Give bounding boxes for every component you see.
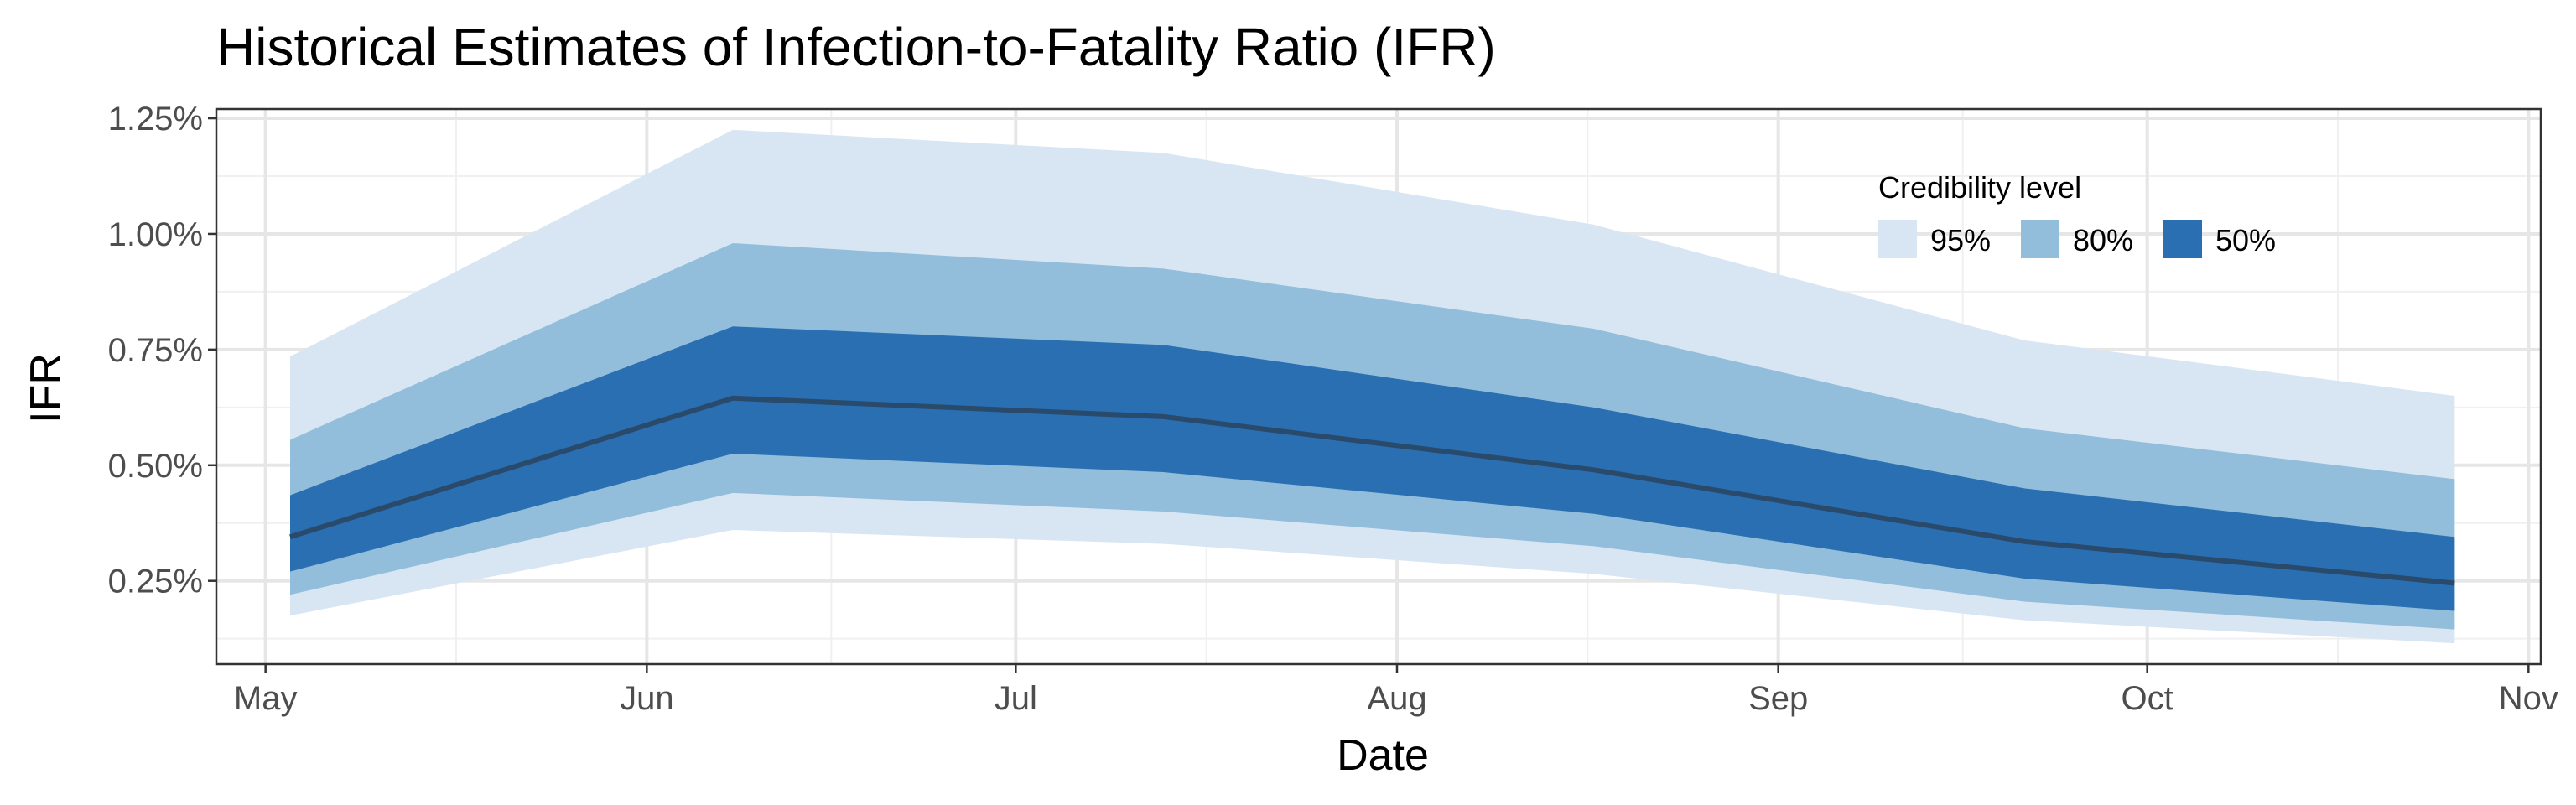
band-50pct [290, 326, 2455, 611]
y-tick-label: 0.75% [108, 332, 203, 369]
x-tick-label: Aug [1367, 680, 1426, 717]
legend-key-95pct [1878, 220, 1917, 258]
y-tick-label: 0.50% [108, 448, 203, 485]
plot-panel [215, 107, 2542, 666]
x-tick-label: Nov [2499, 680, 2558, 717]
legend-label-80pct: 80% [2073, 223, 2133, 257]
legend-title: Credibility level [1878, 170, 2081, 205]
x-tick-label: May [234, 680, 298, 717]
median-line [289, 395, 2455, 586]
plot-border [215, 107, 2542, 666]
x-tick-label: Jul [995, 680, 1037, 717]
chart-title: Historical Estimates of Infection-to-Fat… [216, 17, 1496, 77]
y-tick-label: 0.25% [108, 564, 203, 600]
x-axis-title: Date [1337, 731, 1429, 780]
legend-label-50pct: 50% [2215, 223, 2276, 257]
x-tick-label: Sep [1748, 680, 1808, 717]
y-tick-label: 1.00% [108, 216, 203, 253]
y-axis-title: IFR [22, 353, 70, 423]
x-tick-label: Oct [2122, 680, 2174, 717]
y-tick-label: 1.25% [108, 101, 203, 138]
legend: Credibility level 95% 80% 50% [1878, 170, 2276, 258]
legend-label-95pct: 95% [1930, 223, 1991, 257]
legend-key-50pct [2163, 220, 2202, 258]
legend-key-80pct [2021, 220, 2059, 258]
x-tick-label: Jun [620, 680, 674, 717]
